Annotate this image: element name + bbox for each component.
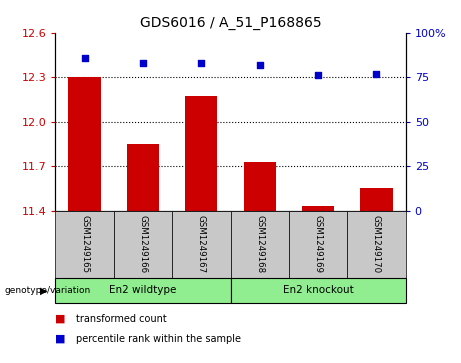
Bar <box>302 206 334 211</box>
Point <box>256 62 263 68</box>
Text: percentile rank within the sample: percentile rank within the sample <box>76 334 241 344</box>
Text: transformed count: transformed count <box>76 314 167 324</box>
Bar <box>185 96 218 211</box>
Bar <box>361 188 393 211</box>
Point <box>373 71 380 77</box>
Text: En2 knockout: En2 knockout <box>283 285 354 295</box>
Bar <box>69 77 100 211</box>
Text: GSM1249166: GSM1249166 <box>138 215 148 273</box>
Point <box>139 60 147 66</box>
Point <box>198 60 205 66</box>
Point <box>314 73 322 78</box>
Point <box>81 55 88 61</box>
Text: GSM1249170: GSM1249170 <box>372 215 381 273</box>
Text: genotype/variation: genotype/variation <box>5 286 91 295</box>
Text: ■: ■ <box>55 314 66 324</box>
Text: GSM1249167: GSM1249167 <box>197 215 206 273</box>
Text: GSM1249165: GSM1249165 <box>80 215 89 273</box>
Text: ▶: ▶ <box>40 285 47 295</box>
Title: GDS6016 / A_51_P168865: GDS6016 / A_51_P168865 <box>140 16 321 30</box>
Bar <box>127 144 159 211</box>
Bar <box>243 162 276 211</box>
Text: ■: ■ <box>55 334 66 344</box>
Text: GSM1249169: GSM1249169 <box>313 215 323 273</box>
Text: En2 wildtype: En2 wildtype <box>109 285 177 295</box>
Text: GSM1249168: GSM1249168 <box>255 215 264 273</box>
